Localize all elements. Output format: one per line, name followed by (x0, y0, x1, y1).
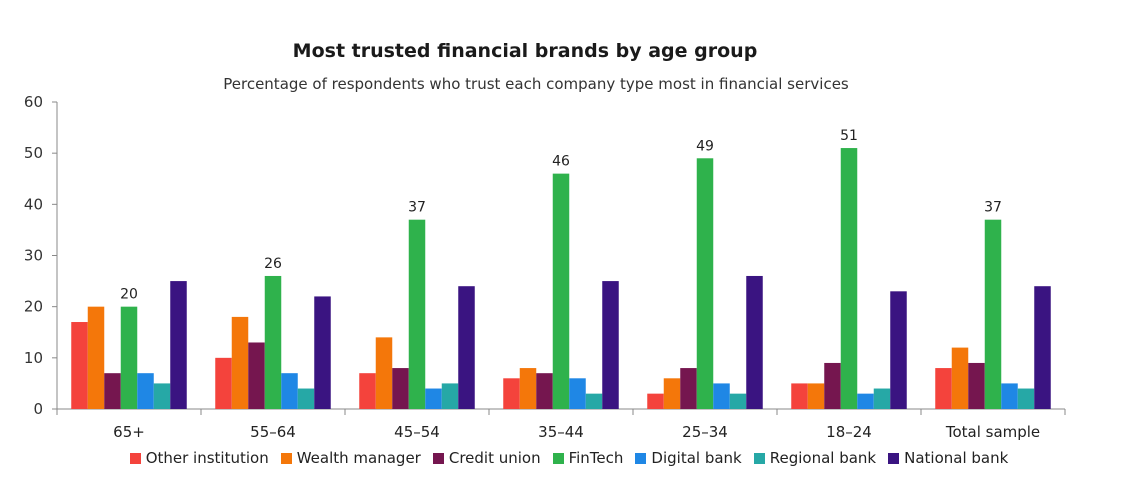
bar (297, 388, 315, 409)
bar (729, 393, 747, 409)
legend-item: Regional bank (753, 449, 877, 467)
x-category-label: Total sample (945, 423, 1040, 441)
legend: Other institution Wealth manager Credit un… (0, 449, 1138, 467)
legend-swatch (129, 452, 141, 464)
legend-label: Regional bank (769, 449, 877, 467)
bar (873, 388, 891, 409)
bar (602, 281, 619, 409)
bar (408, 219, 426, 409)
legend-item: Digital bank (635, 449, 742, 467)
y-tick-label: 60 (24, 93, 43, 111)
bar (314, 296, 331, 409)
bar (425, 388, 442, 409)
bar (137, 373, 154, 409)
data-label: 37 (408, 200, 426, 216)
bar (104, 373, 121, 409)
bar (264, 275, 282, 409)
bar (170, 281, 187, 409)
legend-label: National bank (904, 449, 1009, 467)
legend-swatch (432, 452, 444, 464)
bar (647, 393, 664, 409)
bar (441, 383, 459, 409)
bar (585, 393, 603, 409)
x-category-label: 35–44 (538, 423, 584, 441)
bar (153, 383, 171, 409)
bar (680, 368, 697, 409)
x-category-label: 65+ (113, 423, 145, 441)
bars (71, 148, 1051, 410)
data-label: 26 (264, 256, 282, 272)
bar (248, 342, 265, 409)
y-tick-label: 30 (24, 247, 43, 265)
data-label: 49 (696, 138, 714, 154)
bar (281, 373, 298, 409)
bar (663, 378, 681, 409)
legend-label: Digital bank (651, 449, 742, 467)
legend-swatch (888, 452, 900, 464)
x-category-label: 25–34 (682, 423, 728, 441)
legend-label: Other institution (145, 449, 269, 467)
legend-item: FinTech (552, 449, 624, 467)
x-category-label: 55–64 (250, 423, 296, 441)
x-category-label: 45–54 (394, 423, 440, 441)
bar (840, 148, 858, 410)
bar (968, 362, 985, 409)
bar (696, 158, 714, 409)
legend-item: Wealth manager (280, 449, 421, 467)
bar (935, 368, 952, 409)
bar (215, 357, 232, 409)
bar (807, 383, 825, 409)
bar (890, 291, 907, 409)
bar (503, 378, 520, 409)
legend-label: Credit union (448, 449, 541, 467)
y-tick-label: 20 (24, 298, 43, 316)
bar (231, 316, 249, 409)
legend-item: Credit union (432, 449, 541, 467)
bar (536, 373, 553, 409)
legend-label: Wealth manager (296, 449, 421, 467)
data-label: 20 (120, 287, 138, 303)
bar (746, 275, 763, 409)
y-tick-label: 40 (24, 195, 43, 213)
data-label: 51 (840, 128, 858, 144)
legend-swatch (753, 452, 765, 464)
data-label: 46 (552, 154, 570, 170)
y-tick-label: 10 (24, 349, 43, 367)
y-tick-label: 0 (33, 400, 43, 418)
bar (791, 383, 808, 409)
bar (824, 362, 841, 409)
bar (71, 322, 88, 409)
bar (375, 337, 393, 409)
chart-subtitle: Percentage of respondents who trust each… (223, 75, 849, 93)
bar (1017, 388, 1035, 409)
bar (392, 368, 409, 409)
data-labels: 20 26 37 46 49 51 37 (120, 128, 1002, 303)
legend-item: Other institution (129, 449, 269, 467)
bar (552, 173, 570, 409)
bar (87, 306, 105, 409)
x-category-label: 18–24 (826, 423, 872, 441)
legend-item: National bank (888, 449, 1008, 467)
bar (857, 393, 874, 409)
bar (569, 378, 586, 409)
bar (1034, 286, 1051, 409)
bar (359, 373, 376, 409)
bar (713, 383, 730, 409)
legend-swatch (280, 452, 292, 464)
bar (1001, 383, 1018, 409)
legend-swatch (635, 452, 647, 464)
y-tick-label: 50 (24, 144, 43, 162)
legend-swatch (552, 452, 564, 464)
bar (120, 306, 138, 409)
bar (951, 347, 969, 409)
bar (984, 219, 1002, 409)
legend-label: FinTech (568, 449, 624, 467)
data-label: 37 (984, 200, 1002, 216)
bar (519, 368, 537, 409)
chart-title: Most trusted financial brands by age gro… (292, 40, 758, 62)
bar (458, 286, 475, 409)
